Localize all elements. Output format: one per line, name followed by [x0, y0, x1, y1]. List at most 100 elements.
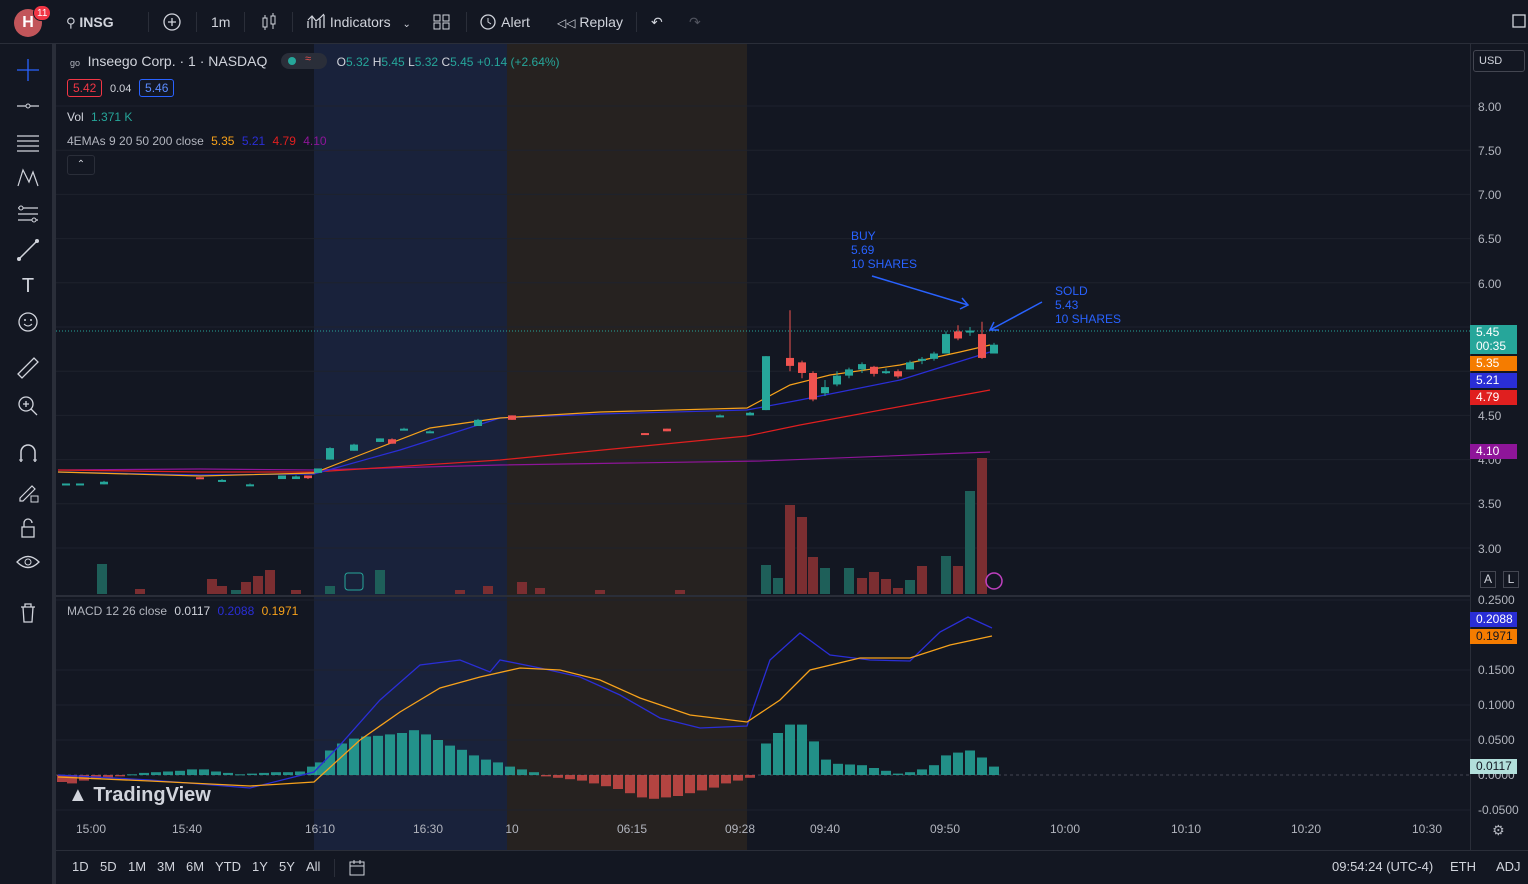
- candle-body: [918, 358, 926, 361]
- macd-hist-bar: [163, 771, 173, 775]
- clock[interactable]: 09:54:24 (UTC-4): [1332, 859, 1434, 874]
- indicators-button[interactable]: Indicators ⌄: [306, 10, 411, 34]
- range-1d[interactable]: 1D: [72, 859, 89, 874]
- log-scale-button[interactable]: L: [1503, 571, 1519, 588]
- volume-bar: [675, 590, 685, 594]
- symbol-title[interactable]: Inseego Corp. · 1 · NASDAQ: [87, 53, 268, 69]
- candle-body: [870, 366, 878, 374]
- time-tick: 10:10: [1170, 822, 1202, 836]
- signal-line-tag: 0.1971: [1470, 629, 1517, 644]
- candle-body: [821, 387, 829, 394]
- alarm-clock-icon: [478, 14, 501, 30]
- macd-hist-bar: [833, 763, 843, 775]
- lock-drawing-icon[interactable]: [14, 478, 42, 506]
- macd-hist-bar: [127, 774, 137, 776]
- price-tick: 6.50: [1478, 232, 1502, 246]
- macd-hist-bar: [821, 759, 831, 775]
- macd-hist-bar: [917, 769, 927, 775]
- lock-icon[interactable]: [14, 514, 42, 542]
- macd-hist-bar: [315, 762, 325, 775]
- candle-body: [930, 353, 938, 359]
- brush-icon[interactable]: [14, 236, 42, 264]
- volume-bar: [291, 590, 301, 594]
- volume-bar: [820, 568, 830, 594]
- trend-line-icon[interactable]: [14, 92, 42, 120]
- candle-body: [218, 479, 226, 482]
- time-tick: 16:30: [412, 822, 444, 836]
- market-status-pill[interactable]: ≈: [281, 53, 328, 69]
- ask-button[interactable]: 5.46: [139, 79, 175, 97]
- volume-bar: [217, 586, 227, 594]
- pattern-icon[interactable]: [14, 164, 42, 192]
- h-label: H: [372, 55, 382, 69]
- macd-hist-bar: [295, 771, 305, 775]
- replay-button[interactable]: ◁◁ Replay: [557, 10, 623, 34]
- candle-type-icon[interactable]: [259, 10, 279, 34]
- sold-shares: 10 SHARES: [1055, 312, 1122, 326]
- redo-icon[interactable]: ↷: [689, 14, 701, 30]
- time-tick: 10:00: [1049, 822, 1081, 836]
- goto-date-icon[interactable]: [348, 859, 366, 880]
- ema200-tag: 4.10: [1470, 444, 1517, 459]
- symbol-search[interactable]: ⚲ INSG: [66, 10, 114, 34]
- fib-icon[interactable]: [14, 200, 42, 228]
- alert-button[interactable]: Alert: [478, 10, 530, 34]
- magnet-icon[interactable]: [14, 440, 42, 468]
- emoji-icon[interactable]: [14, 308, 42, 336]
- range-5y[interactable]: 5Y: [279, 859, 295, 874]
- buy-annotation[interactable]: BUY 5.69 10 SHARES: [851, 229, 917, 271]
- candle-body: [833, 375, 841, 385]
- sold-arrow: [989, 301, 1043, 331]
- time-tick: 15:00: [75, 822, 107, 836]
- candle-body: [882, 371, 890, 374]
- currency-button[interactable]: USD: [1473, 50, 1525, 72]
- chart-pane[interactable]: [56, 44, 1470, 884]
- session-button[interactable]: ETH: [1450, 859, 1476, 874]
- volume-bar: [905, 580, 915, 594]
- range-5d[interactable]: 5D: [100, 859, 117, 874]
- sold-annotation[interactable]: SOLD 5.43 10 SHARES: [1055, 284, 1121, 326]
- volume-bar: [375, 570, 385, 594]
- macd-hist-bar: [697, 775, 707, 791]
- chart-canvas[interactable]: [56, 44, 1470, 850]
- auto-scale-button[interactable]: A: [1480, 571, 1496, 588]
- interval-button[interactable]: 1m: [211, 14, 231, 30]
- range-ytd[interactable]: YTD: [215, 859, 241, 874]
- candle-body: [388, 439, 396, 444]
- bid-button[interactable]: 5.42: [67, 79, 103, 97]
- ruler-icon[interactable]: [14, 354, 42, 382]
- adj-button[interactable]: ADJ: [1496, 859, 1521, 874]
- exchange-logo: go: [70, 58, 81, 68]
- candle-body: [762, 356, 770, 411]
- candle-body: [196, 477, 204, 480]
- volume-bar: [965, 491, 975, 594]
- horizontal-lines-icon[interactable]: [14, 128, 42, 156]
- compare-add-icon[interactable]: [162, 10, 182, 34]
- crosshair-icon[interactable]: [14, 56, 42, 84]
- collapse-legend-button[interactable]: ⌃: [67, 155, 95, 175]
- undo-icon[interactable]: ↶: [651, 14, 663, 30]
- macd-hist-bar: [259, 772, 269, 775]
- macd-hist-bar: [565, 775, 575, 780]
- range-6m[interactable]: 6M: [186, 859, 205, 874]
- volume-bar: [595, 590, 605, 594]
- volume-bar: [207, 579, 217, 594]
- fullscreen-icon[interactable]: [1512, 10, 1526, 34]
- trash-icon[interactable]: [14, 598, 42, 626]
- tradingview-watermark[interactable]: ▲ TradingView: [68, 784, 211, 807]
- layouts-icon[interactable]: [432, 10, 452, 34]
- macd-hist-bar: [649, 775, 659, 799]
- range-1m[interactable]: 1M: [128, 859, 147, 874]
- eye-icon[interactable]: [14, 548, 42, 576]
- settings-gear-icon[interactable]: ⚙: [1492, 822, 1505, 838]
- text-tool-icon[interactable]: T: [21, 275, 35, 297]
- buy-label: BUY: [851, 229, 876, 243]
- range-all[interactable]: All: [306, 859, 321, 874]
- range-1y[interactable]: 1Y: [252, 859, 268, 874]
- zoom-in-icon[interactable]: [14, 392, 42, 420]
- candle-body: [858, 364, 866, 370]
- macd-tick: -0.0500: [1478, 803, 1519, 817]
- alert-label: Alert: [501, 14, 530, 30]
- time-tick: 10:20: [1290, 822, 1322, 836]
- range-3m[interactable]: 3M: [157, 859, 176, 874]
